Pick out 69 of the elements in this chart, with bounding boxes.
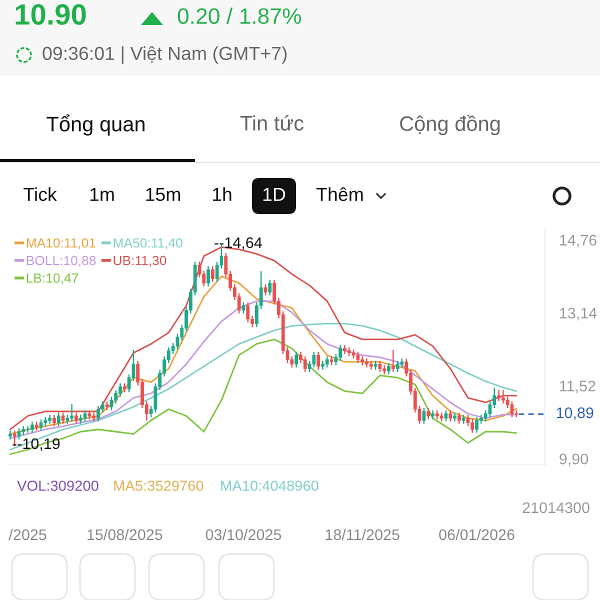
candlestick bbox=[396, 360, 400, 372]
candlestick bbox=[356, 352, 360, 363]
y-tick-label: 9,90 bbox=[560, 454, 588, 466]
candlestick bbox=[312, 352, 316, 368]
y-tick-label: 14,76 bbox=[560, 234, 596, 248]
candlestick bbox=[466, 414, 470, 426]
text: VOL:309200 bbox=[17, 480, 98, 491]
candlestick bbox=[206, 266, 210, 286]
text: 1D bbox=[263, 188, 286, 201]
candlestick bbox=[325, 356, 329, 368]
candlestick bbox=[110, 396, 114, 410]
y-tick-label: 13,14 bbox=[560, 308, 597, 320]
candlestick bbox=[426, 408, 430, 420]
candlestick bbox=[303, 356, 307, 372]
candlestick bbox=[52, 414, 56, 426]
candlestick bbox=[369, 360, 373, 370]
candlestick bbox=[453, 412, 456, 422]
text: Cộng đồng bbox=[400, 114, 500, 136]
candlestick bbox=[56, 412, 60, 426]
candlestick bbox=[387, 363, 390, 374]
annotation: --14,64 bbox=[214, 237, 262, 250]
candlestick bbox=[378, 360, 382, 372]
candlestick bbox=[61, 412, 65, 424]
candlestick bbox=[294, 352, 298, 368]
candlestick bbox=[210, 266, 214, 282]
candlestick bbox=[39, 419, 43, 431]
candlestick bbox=[431, 410, 434, 420]
text: 15m bbox=[146, 188, 180, 202]
legend-label: LB:10,47 bbox=[26, 273, 78, 284]
text: Tin tức bbox=[240, 115, 304, 131]
text: 21014300 bbox=[522, 502, 590, 514]
x-tick-label: /2025 bbox=[8, 528, 46, 540]
candlestick bbox=[122, 383, 126, 392]
candlestick bbox=[83, 410, 87, 422]
legend-label: MA10:11,01 bbox=[26, 238, 96, 250]
x-tick-label: 18/11/2025 bbox=[326, 528, 400, 540]
x-tick-label: 03/10/2025 bbox=[206, 528, 282, 540]
text: 09:36:01 | Việt Nam (GMT+7) bbox=[42, 46, 287, 64]
candlestick bbox=[268, 280, 272, 296]
candlestick bbox=[17, 428, 21, 440]
candlestick bbox=[457, 412, 461, 424]
x-tick-label: 06/01/2026 bbox=[439, 528, 514, 540]
ref-line-label: 10,89 bbox=[556, 407, 594, 420]
chart-subtitle: 0.20 / 1.87% bbox=[178, 8, 301, 24]
text: Thêm bbox=[316, 187, 363, 202]
line-series bbox=[9, 322, 518, 450]
y-tick-label: 11,52 bbox=[560, 380, 596, 394]
chart-title: 10.90 bbox=[16, 4, 86, 25]
text: MA10:4048960 bbox=[221, 480, 318, 491]
candlestick bbox=[242, 302, 246, 314]
legend-label: UB:11,30 bbox=[114, 256, 166, 267]
candlestick bbox=[74, 412, 78, 424]
line-series bbox=[9, 338, 518, 455]
text: Tick bbox=[24, 187, 57, 202]
candlestick bbox=[391, 350, 395, 372]
legend-label: MA50:11,40 bbox=[114, 238, 182, 250]
text: 1m bbox=[90, 188, 114, 201]
candlestick bbox=[8, 430, 12, 440]
text: 1h bbox=[213, 187, 232, 201]
candlestick bbox=[444, 410, 448, 422]
candlestick bbox=[264, 284, 268, 296]
candlestick bbox=[246, 302, 250, 322]
text: MA5:3529760 bbox=[114, 480, 204, 491]
legend-label: BOLL:10,88 bbox=[26, 256, 96, 267]
x-tick-label: 15/08/2025 bbox=[88, 528, 162, 540]
candlestick bbox=[316, 352, 320, 370]
candlestick bbox=[422, 408, 426, 424]
text: Tổng quan bbox=[46, 114, 144, 136]
candlestick bbox=[448, 410, 452, 422]
